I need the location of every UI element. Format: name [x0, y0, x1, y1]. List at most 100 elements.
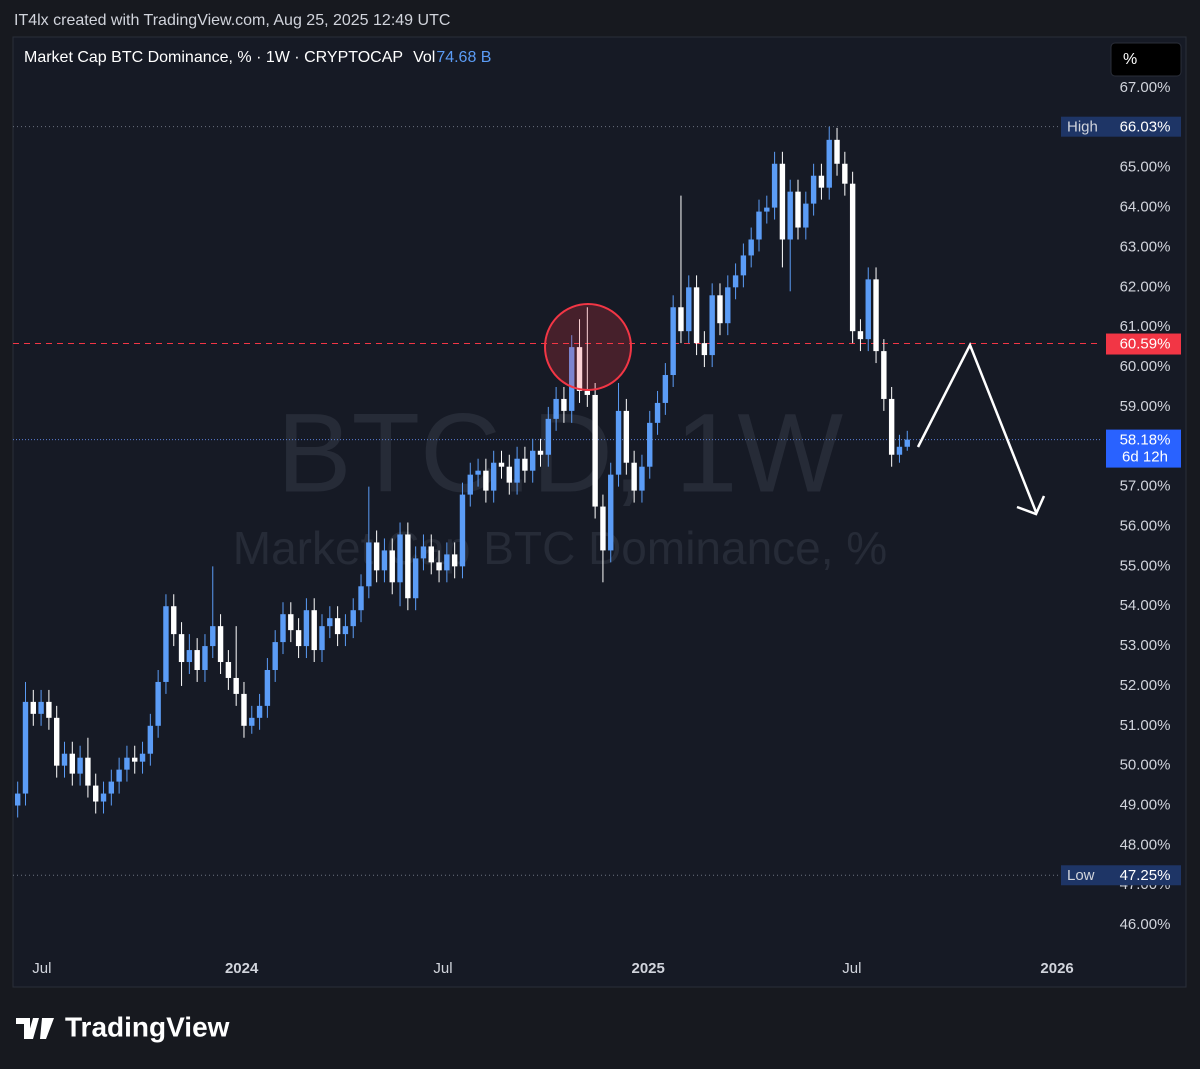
x-tick-label: Jul [842, 960, 861, 977]
candle-body [647, 422, 653, 467]
candle-body [155, 681, 161, 726]
candle-body [132, 757, 138, 762]
y-tick-label: 51.00% [1120, 717, 1171, 734]
candle-body [93, 785, 99, 802]
watermark: BTC.D, 1W [277, 391, 844, 516]
candle-body [444, 554, 450, 571]
level-label-text: 60.59% [1120, 336, 1171, 353]
candle-body [600, 506, 606, 551]
candle-body [678, 307, 684, 332]
candle-body [857, 331, 864, 340]
level-label-box [1106, 333, 1181, 355]
y-tick-label: 67.00% [1120, 79, 1171, 96]
candle-body [709, 295, 715, 356]
scale-button[interactable] [1110, 42, 1182, 77]
low-label-text: 47.25% [1120, 867, 1171, 884]
candle-body [264, 669, 271, 706]
candle-body [38, 701, 44, 714]
candle-body [615, 410, 622, 475]
candle-body [303, 610, 310, 647]
candle-body [561, 398, 567, 411]
y-tick-label: 54.00% [1120, 597, 1171, 614]
candle-body [280, 614, 286, 643]
candle-body [842, 163, 848, 184]
candle-body [498, 462, 505, 467]
candle-body [381, 550, 388, 571]
candle-body [373, 542, 380, 571]
y-tick-label: 64.00% [1120, 199, 1171, 216]
candle-body [405, 534, 411, 599]
candle-body [397, 534, 403, 583]
watermark-group: BTC.D, 1W Market Cap BTC Dominance, % [233, 391, 887, 575]
y-tick-label: 61.00% [1120, 318, 1171, 335]
candle-body [701, 343, 708, 356]
candle-body [553, 398, 559, 419]
candle-body [865, 279, 871, 340]
header: Market Cap BTC Dominance, % · 1W · CRYPT… [24, 49, 491, 66]
candle-body [693, 287, 700, 344]
last-label-text: 58.18% [1120, 432, 1171, 449]
candle-body [475, 470, 481, 475]
candle-body [69, 753, 76, 774]
candle-body [389, 550, 395, 583]
candle-body [436, 562, 442, 571]
y-tick-label: 48.00% [1120, 836, 1171, 853]
y-tick-label: 60.00% [1120, 358, 1171, 375]
candle-body [608, 474, 614, 551]
candle-body [311, 610, 317, 651]
candle-body [342, 626, 349, 635]
y-tick-label: 52.00% [1120, 677, 1171, 694]
y-tick-label: 56.00% [1120, 517, 1171, 534]
candle-body [764, 207, 770, 212]
highlight-circle [544, 303, 632, 391]
chart-panel [12, 36, 1187, 988]
candle-body [771, 163, 778, 208]
candle-body [873, 279, 879, 352]
candle-body [178, 634, 185, 663]
candle-body [451, 554, 458, 567]
logo-icon [16, 1018, 54, 1039]
candle-body [514, 458, 520, 483]
candle-body [732, 275, 739, 288]
y-tick-label: 65.00% [1120, 159, 1171, 176]
candle-body [459, 494, 466, 567]
candle-body [366, 542, 372, 587]
high-label-name: High [1067, 119, 1098, 136]
candle-body [61, 753, 68, 766]
candle-body [803, 203, 809, 228]
candle-body [490, 462, 497, 491]
candle-body [545, 418, 552, 455]
x-tick-label: 2024 [225, 960, 259, 977]
projection-arrow [916, 341, 1038, 513]
candle-body [529, 450, 536, 471]
candle-body [779, 163, 786, 240]
candle-body [483, 470, 489, 491]
candle-body [14, 793, 21, 806]
y-tick-label: 62.00% [1120, 278, 1171, 295]
candle-body [896, 446, 903, 455]
high-label-text: 66.03% [1120, 119, 1171, 136]
candle-body [623, 410, 630, 463]
low-label-box [1061, 865, 1181, 886]
logo: TradingView [16, 1011, 230, 1042]
scale-button-label[interactable]: % [1123, 51, 1137, 68]
candle-body [537, 450, 544, 455]
watermark-subtitle: Market Cap BTC Dominance, % [233, 522, 887, 574]
candle-body [241, 693, 247, 726]
candle-body [467, 474, 473, 495]
candle-body [225, 662, 232, 678]
candle-body [420, 546, 427, 559]
x-tick-label: Jul [433, 960, 452, 977]
candle-body [22, 701, 29, 794]
candle-body [670, 307, 676, 376]
candle-body [288, 614, 294, 631]
y-tick-label: 50.00% [1120, 757, 1171, 774]
candle-body [428, 546, 434, 563]
candle-body [904, 439, 910, 447]
candle-body [834, 139, 840, 164]
candle-body [108, 781, 115, 794]
candle-body [881, 351, 887, 399]
candle-body [194, 650, 200, 670]
candle-body [826, 139, 832, 188]
